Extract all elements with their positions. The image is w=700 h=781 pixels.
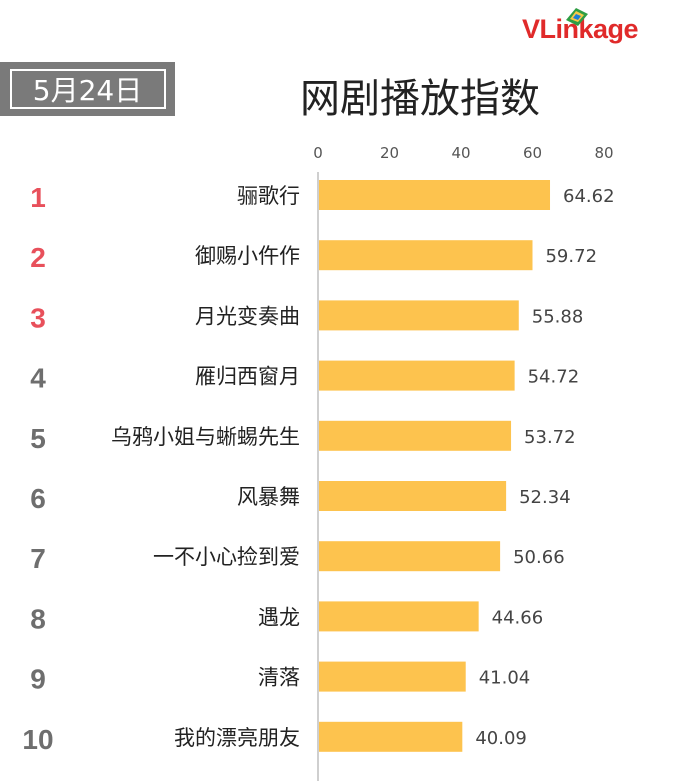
category-label: 御赐小仵作 [195, 244, 300, 268]
rank-number: 2 [30, 242, 46, 273]
bar [319, 240, 533, 271]
value-label: 64.62 [563, 186, 615, 207]
category-label: 月光变奏曲 [195, 304, 300, 328]
value-label: 40.09 [475, 728, 527, 749]
x-tick-label: 0 [313, 144, 323, 162]
category-label: 一不小心捡到爱 [153, 545, 300, 569]
chart-title: 网剧播放指数 [300, 76, 540, 122]
category-label: 风暴舞 [237, 485, 300, 509]
value-label: 41.04 [479, 668, 531, 689]
value-label: 54.72 [528, 367, 580, 388]
bar [319, 180, 551, 210]
rank-number: 10 [22, 724, 53, 755]
value-label: 59.72 [545, 246, 597, 267]
category-label: 我的漂亮朋友 [174, 726, 300, 750]
bar [319, 481, 507, 511]
logo-text-rest: age [593, 14, 639, 44]
bar [319, 541, 501, 572]
x-tick-label: 80 [594, 144, 613, 162]
bar [319, 661, 466, 692]
kite-icon [566, 8, 588, 26]
x-tick-label: 40 [451, 144, 470, 162]
rank-number: 7 [30, 543, 46, 574]
bar [319, 300, 519, 331]
category-label: 骊歌行 [237, 184, 300, 208]
bar [319, 601, 479, 632]
category-label: 清落 [258, 666, 300, 690]
value-label: 50.66 [513, 547, 565, 568]
rank-number: 8 [30, 603, 46, 634]
bar [319, 420, 512, 451]
date-badge: 5月24日 [0, 62, 175, 116]
value-label: 53.72 [524, 427, 576, 448]
rank-number: 1 [30, 182, 46, 213]
date-label: 5月24日 [9, 69, 166, 109]
category-label: 遇龙 [258, 605, 300, 629]
rank-number: 3 [30, 302, 46, 333]
bar [319, 721, 463, 752]
vlinkage-logo: VLinkage [522, 6, 692, 48]
x-tick-label: 60 [523, 144, 542, 162]
rank-number: 6 [30, 483, 46, 514]
category-label: 乌鸦小姐与蜥蜴先生 [111, 425, 300, 449]
rank-number: 4 [30, 363, 46, 394]
x-tick-label: 20 [380, 144, 399, 162]
value-label: 52.34 [519, 487, 571, 508]
category-label: 雁归西窗月 [195, 365, 300, 389]
rank-number: 9 [30, 664, 46, 695]
bar [319, 360, 515, 391]
rank-number: 5 [30, 423, 46, 454]
value-label: 44.66 [492, 607, 544, 628]
value-label: 55.88 [532, 306, 584, 327]
